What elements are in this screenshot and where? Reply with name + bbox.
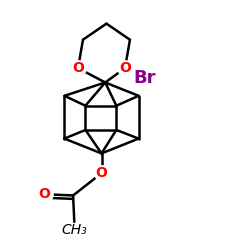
Text: O: O xyxy=(39,187,50,201)
Text: O: O xyxy=(72,61,84,75)
Text: O: O xyxy=(119,61,131,75)
Text: Br: Br xyxy=(134,69,156,87)
Text: CH₃: CH₃ xyxy=(62,223,87,237)
Text: O: O xyxy=(96,166,108,180)
